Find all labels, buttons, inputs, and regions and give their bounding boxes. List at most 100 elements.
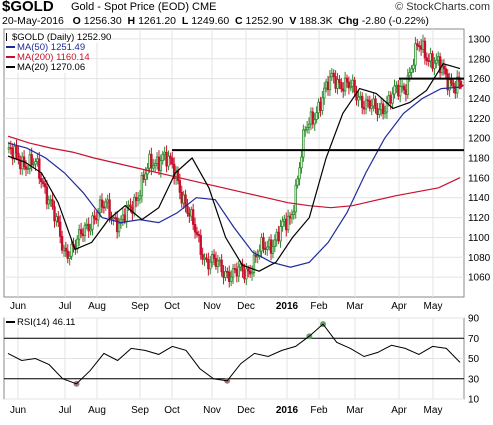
price-candle-down bbox=[285, 218, 288, 231]
price-candle-down bbox=[79, 229, 83, 235]
legend-price-swatch bbox=[6, 33, 10, 42]
price-candle-up bbox=[300, 156, 303, 169]
legend-ma20-swatch bbox=[6, 66, 15, 69]
price-candle-up bbox=[380, 103, 383, 111]
price-candle-down bbox=[45, 186, 49, 205]
price-candle-up bbox=[98, 199, 102, 214]
legend-price: $GOLD (Daily) 1252.90 bbox=[6, 32, 112, 43]
price-candle-up bbox=[273, 239, 277, 247]
open-value: 1256.30 bbox=[83, 15, 122, 27]
price-candle-up bbox=[357, 96, 360, 101]
price-x-label-Dec: Dec bbox=[237, 301, 255, 312]
legend-rsi-swatch bbox=[6, 321, 15, 324]
price-candle-down bbox=[248, 270, 252, 275]
close-label: C bbox=[235, 15, 243, 27]
price-candle-up bbox=[224, 270, 227, 278]
price-y-tick-1300: 1300 bbox=[468, 34, 491, 45]
price-candle-down bbox=[129, 204, 132, 208]
price-candle-down bbox=[186, 205, 189, 214]
price-candle-up bbox=[153, 163, 157, 167]
price-candle-up bbox=[7, 147, 11, 150]
price-candle-up bbox=[252, 254, 256, 273]
price-candle-down bbox=[269, 239, 273, 254]
price-candle-up bbox=[317, 101, 320, 114]
price-candle-down bbox=[381, 103, 385, 115]
rsi-x-label-Jul: Jul bbox=[59, 405, 72, 416]
price-candle-down bbox=[452, 82, 455, 87]
price-candle-down bbox=[24, 166, 28, 170]
price-candle-down bbox=[264, 248, 267, 250]
price-candle-up bbox=[383, 111, 387, 115]
price-candle-down bbox=[57, 216, 60, 223]
price-candle-up bbox=[281, 220, 284, 227]
price-candle-down bbox=[243, 270, 246, 280]
price-candle-up bbox=[119, 218, 123, 224]
price-candle-up bbox=[324, 81, 328, 89]
price-candle-up bbox=[372, 98, 375, 107]
price-candle-up bbox=[167, 155, 170, 167]
price-candle-up bbox=[70, 243, 73, 257]
price-candle-down bbox=[191, 209, 195, 225]
price-y-tick-1060: 1060 bbox=[468, 273, 491, 284]
price-candle-down bbox=[404, 89, 408, 95]
price-candle-down bbox=[254, 254, 258, 258]
price-candle-up bbox=[433, 62, 436, 69]
price-y-tick-1240: 1240 bbox=[468, 94, 491, 105]
price-candle-down bbox=[342, 88, 345, 92]
price-candle-down bbox=[319, 101, 322, 111]
price-candle-down bbox=[228, 271, 231, 282]
price-y-tick-1280: 1280 bbox=[468, 54, 491, 65]
price-candle-up bbox=[85, 223, 88, 226]
price-candle-down bbox=[450, 79, 453, 84]
price-candle-down bbox=[142, 174, 145, 180]
legend-ma50: MA(50) 1251.49 bbox=[6, 42, 86, 53]
price-candle-down bbox=[53, 206, 56, 222]
price-candle-down bbox=[157, 156, 161, 172]
price-candle-down bbox=[195, 231, 199, 235]
price-candle-down bbox=[353, 79, 356, 93]
price-candle-down bbox=[226, 270, 229, 273]
price-candle-down bbox=[338, 79, 341, 84]
price-candle-down bbox=[102, 206, 106, 209]
price-candle-down bbox=[374, 98, 377, 109]
price-candle-down bbox=[197, 233, 201, 237]
series-ma20 bbox=[7, 62, 461, 272]
price-candle-down bbox=[180, 191, 183, 204]
price-candle-up bbox=[250, 272, 254, 275]
price-candle-up bbox=[410, 68, 413, 73]
rsi-x-label-Dec: Dec bbox=[237, 405, 255, 416]
price-candle-down bbox=[207, 259, 210, 270]
price-candle-up bbox=[294, 184, 297, 213]
price-candle-up bbox=[260, 237, 263, 252]
price-candle-down bbox=[334, 76, 337, 89]
price-candle-up bbox=[387, 95, 391, 104]
price-candle-down bbox=[419, 45, 423, 50]
price-candle-down bbox=[444, 68, 448, 75]
exchange: CME bbox=[192, 1, 217, 13]
price-candle-down bbox=[184, 194, 187, 207]
price-candle-up bbox=[34, 161, 37, 165]
quote-line: 20-May-2016 O 1256.30 H 1261.20 L 1249.6… bbox=[2, 15, 429, 27]
price-candle-down bbox=[431, 53, 434, 69]
legend-ma200: MA(200) 1160.14 bbox=[6, 52, 90, 63]
price-candle-down bbox=[220, 259, 223, 273]
price-candle-down bbox=[418, 45, 421, 48]
price-candle-up bbox=[231, 268, 235, 278]
price-candle-up bbox=[437, 56, 440, 61]
price-candle-down bbox=[361, 95, 364, 108]
price-candle-up bbox=[330, 72, 334, 78]
price-candle-up bbox=[256, 255, 259, 258]
price-candle-up bbox=[307, 123, 311, 128]
price-candle-down bbox=[366, 99, 370, 102]
price-x-label-Oct: Oct bbox=[164, 301, 180, 312]
change-label: Chg bbox=[338, 15, 359, 27]
high-label: H bbox=[127, 15, 136, 27]
price-candle-up bbox=[239, 263, 242, 268]
description: Gold - Spot Price (EOD) CME bbox=[71, 1, 217, 13]
price-candle-down bbox=[235, 268, 239, 277]
low-value: 1249.60 bbox=[191, 15, 230, 27]
close-value: 1252.90 bbox=[245, 15, 284, 27]
price-candle-up bbox=[351, 79, 354, 87]
price-candle-down bbox=[402, 85, 406, 91]
